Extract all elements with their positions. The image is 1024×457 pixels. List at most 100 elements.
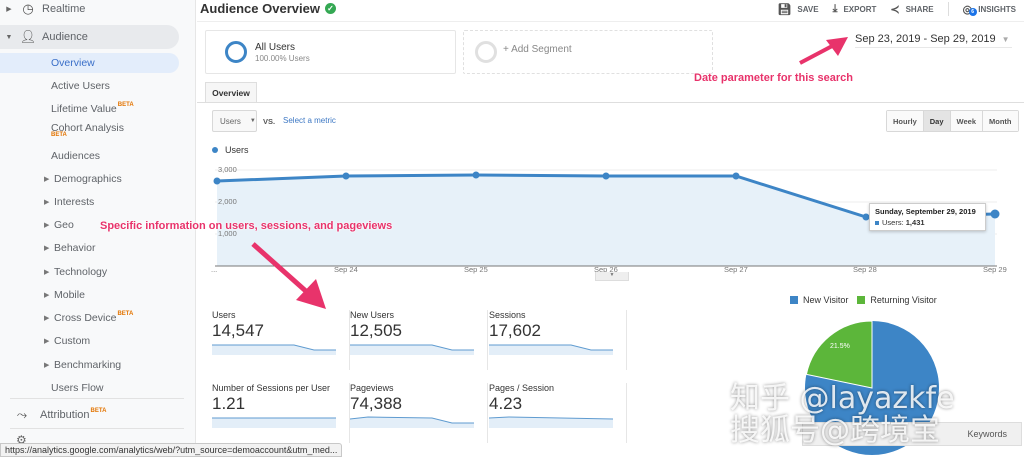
svg-text:Sep 25: Sep 25 [464, 265, 488, 274]
sidebar-item-technology[interactable]: ▶ Technology [44, 266, 108, 278]
divider [10, 398, 184, 399]
caret-right-icon: ▶ [44, 292, 50, 299]
dropdown-arrow-icon: ▼ [1001, 34, 1010, 44]
divider [197, 21, 1024, 22]
share-button[interactable]: ≺ SHARE [890, 3, 934, 16]
sidebar-item-cohort-analysis[interactable]: Cohort Analysis [51, 122, 124, 134]
series-square-icon [875, 221, 879, 226]
insights-icon: ◎ 6 [963, 3, 977, 16]
export-button[interactable]: ⤓ EXPORT [832, 2, 877, 15]
sidebar-item-lifetime-value[interactable]: Lifetime Value BETA [51, 102, 134, 115]
divider [947, 2, 949, 16]
sidebar-item-attribution[interactable]: ⤳ Attribution BETA [0, 403, 107, 427]
pie-legend: New Visitor Returning Visitor [790, 295, 946, 305]
sparkline [350, 344, 474, 355]
annotation-metrics-note: Specific information on users, sessions,… [100, 220, 393, 232]
save-button[interactable]: 💾︎ SAVE [777, 3, 819, 16]
week-button[interactable]: Week [950, 111, 983, 131]
report-toolbar: 💾︎ SAVE ⤓ EXPORT ≺ SHARE ◎ 6 INSIGHTS [763, 2, 1016, 16]
metric-card-pageviews[interactable]: Pageviews 74,388 [350, 383, 488, 443]
svg-text:1,000: 1,000 [218, 229, 237, 238]
svg-text:Sep 24: Sep 24 [334, 265, 358, 274]
main-content: Audience Overview ✓ 💾︎ SAVE ⤓ EXPORT ≺ S… [197, 0, 1024, 457]
insights-button[interactable]: ◎ 6 INSIGHTS [962, 3, 1016, 16]
page-title: Audience Overview ✓ [200, 1, 336, 16]
divider [10, 428, 184, 429]
segment-all-users[interactable]: All Users 100.00% Users [205, 30, 456, 74]
sidebar-item-users-flow[interactable]: Users Flow [51, 382, 104, 394]
keywords-button[interactable]: Keywords [802, 422, 1022, 446]
visitor-pie-chart[interactable]: 21.5% [802, 318, 942, 457]
attribution-icon: ⤳ [16, 407, 28, 422]
svg-text:...: ... [211, 265, 217, 274]
download-icon: ⤓ [832, 2, 838, 15]
add-segment-button[interactable]: + Add Segment [463, 30, 713, 74]
caret-right-icon: ▶ [44, 245, 50, 252]
legend-dot-icon [212, 147, 218, 153]
caret-down-icon: ▼ [5, 33, 13, 41]
sidebar-item-active-users[interactable]: Active Users [51, 80, 110, 92]
svg-text:Sep 28: Sep 28 [853, 265, 877, 274]
svg-text:21.5%: 21.5% [830, 343, 850, 350]
sidebar-item-overview[interactable]: Overview [0, 53, 179, 73]
annotation-date-note: Date parameter for this search [694, 72, 853, 84]
metric-select[interactable]: Users ▼ [212, 110, 257, 132]
beta-badge: BETA [117, 311, 134, 317]
caret-right-icon: ▶ [44, 362, 50, 369]
sidebar-item-demographics[interactable]: ▶ Demographics [44, 173, 122, 185]
granularity-toggle: Hourly Day Week Month [886, 110, 1019, 132]
beta-badge: BETA [51, 132, 67, 138]
tab-overview[interactable]: Overview [205, 82, 257, 103]
sidebar-item-realtime[interactable]: ▶ ◷ Realtime [0, 0, 85, 21]
sidebar-item-interests[interactable]: ▶ Interests [44, 196, 95, 208]
sidebar-item-cross-device[interactable]: ▶ Cross Device BETA [44, 311, 134, 324]
caret-right-icon: ▶ [44, 315, 50, 322]
sparkline [212, 417, 336, 428]
metric-card-new-users[interactable]: New Users 12,505 [350, 310, 488, 370]
sidebar-item-behavior[interactable]: ▶ Behavior [44, 242, 96, 254]
caret-right-icon: ▶ [44, 199, 50, 206]
month-button[interactable]: Month [983, 111, 1018, 131]
chart-tooltip: Sunday, September 29, 2019 Users: 1,431 [869, 203, 986, 231]
watermark: 知乎 @layazkfe 搜狐号@跨境宝 [730, 381, 955, 448]
dropdown-arrow-icon: ▼ [249, 118, 256, 124]
sidebar-item-audience[interactable]: ▼ 👤︎ Audience [0, 25, 179, 49]
svg-text:Sep 27: Sep 27 [724, 265, 748, 274]
sparkline [489, 416, 613, 428]
metric-card-sessions[interactable]: Sessions 17,602 [489, 310, 627, 370]
metric-card-sessions-per-user[interactable]: Number of Sessions per User 1.21 [212, 383, 350, 443]
sidebar: ▶ ◷ Realtime ▼ 👤︎ Audience Overview Acti… [0, 0, 196, 457]
date-range-picker[interactable]: Sep 23, 2019 - Sep 29, 2019 ▼ [855, 31, 1012, 48]
vs-label: VS. [263, 117, 276, 126]
divider [197, 102, 1024, 103]
gear-icon[interactable]: ⚙ [16, 433, 27, 447]
beta-badge: BETA [90, 408, 107, 414]
status-bar-url: https://analytics.google.com/analytics/w… [0, 443, 343, 457]
select-metric-link[interactable]: Select a metric [283, 116, 336, 125]
chart-collapse-handle[interactable]: ▼ [595, 272, 629, 281]
legend-swatch-icon [857, 296, 866, 304]
sidebar-item-custom[interactable]: ▶ Custom [44, 335, 91, 347]
day-button[interactable]: Day [923, 111, 951, 131]
svg-text:Sep 26: Sep 26 [594, 265, 618, 274]
sidebar-item-audiences[interactable]: Audiences [51, 150, 101, 162]
insights-count-badge: 6 [968, 7, 977, 16]
check-circle-icon: ✓ [324, 3, 336, 14]
sparkline [212, 344, 336, 355]
sidebar-item-benchmarking[interactable]: ▶ Benchmarking [44, 359, 122, 371]
chart-legend: Users [212, 145, 249, 155]
caret-right-icon: ▶ [44, 222, 50, 229]
metric-card-pages-per-session[interactable]: Pages / Session 4.23 [489, 383, 627, 443]
segment-ring-icon [225, 41, 247, 63]
sidebar-item-mobile[interactable]: ▶ Mobile [44, 289, 85, 301]
legend-swatch-icon [790, 296, 798, 304]
users-line-chart[interactable]: 3,000 2,000 1,000 ... Sep 24 Sep 25 Sep … [197, 160, 1024, 280]
hourly-button[interactable]: Hourly [887, 111, 924, 131]
metric-card-users[interactable]: Users 14,547 [212, 310, 350, 370]
empty-segment-ring-icon [475, 41, 497, 63]
caret-right-icon: ▶ [44, 269, 50, 276]
share-icon: ≺ [890, 3, 900, 16]
caret-right-icon: ▶ [44, 176, 50, 183]
sidebar-item-geo[interactable]: ▶ Geo [44, 219, 74, 231]
caret-right-icon: ▶ [44, 338, 50, 345]
